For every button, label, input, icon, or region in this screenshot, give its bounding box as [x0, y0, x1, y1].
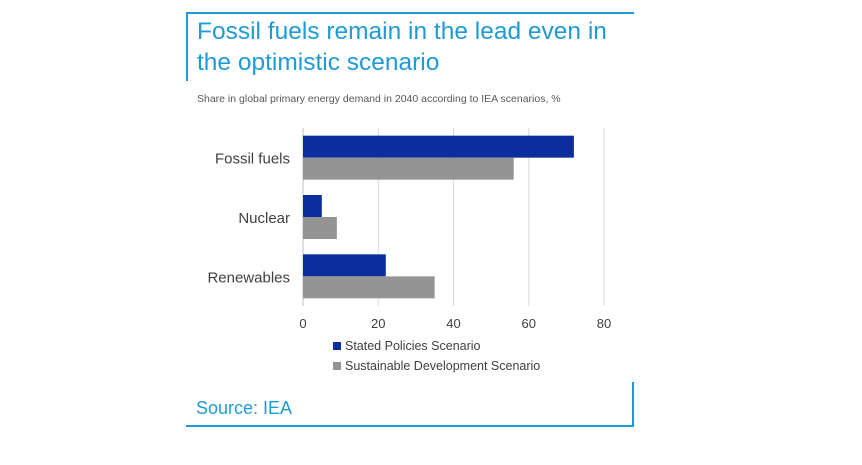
legend-swatch — [333, 342, 341, 350]
chart-title: Fossil fuels remain in the lead even in … — [197, 18, 607, 76]
y-category-label: Nuclear — [238, 210, 290, 227]
bar-stated-policies — [303, 254, 386, 277]
legend-swatch — [333, 362, 341, 370]
x-tick-label: 80 — [597, 316, 611, 331]
x-tick-label: 40 — [446, 316, 460, 331]
source-note: Source: IEA — [196, 398, 293, 418]
bar-sustainable-development — [303, 157, 514, 180]
bar-sustainable-development — [303, 217, 337, 239]
legend-label: Sustainable Development Scenario — [345, 359, 540, 373]
y-category-label: Fossil fuels — [215, 151, 290, 168]
frame-accent-line-bottom — [186, 425, 634, 427]
bar-sustainable-development — [303, 276, 435, 299]
legend-label: Stated Policies Scenario — [345, 339, 481, 353]
chart-subtitle: Share in global primary energy demand in… — [197, 93, 561, 105]
y-category-label: Renewables — [207, 269, 290, 286]
x-tick-label: 60 — [522, 316, 536, 331]
bar-stated-policies — [303, 195, 322, 217]
frame-accent-line-left — [186, 12, 188, 81]
frame-accent-line-right — [632, 382, 634, 427]
frame-accent-line-top — [186, 12, 634, 14]
x-tick-label: 0 — [299, 316, 306, 331]
bar-stated-policies — [303, 135, 574, 158]
x-tick-label: 20 — [371, 316, 385, 331]
